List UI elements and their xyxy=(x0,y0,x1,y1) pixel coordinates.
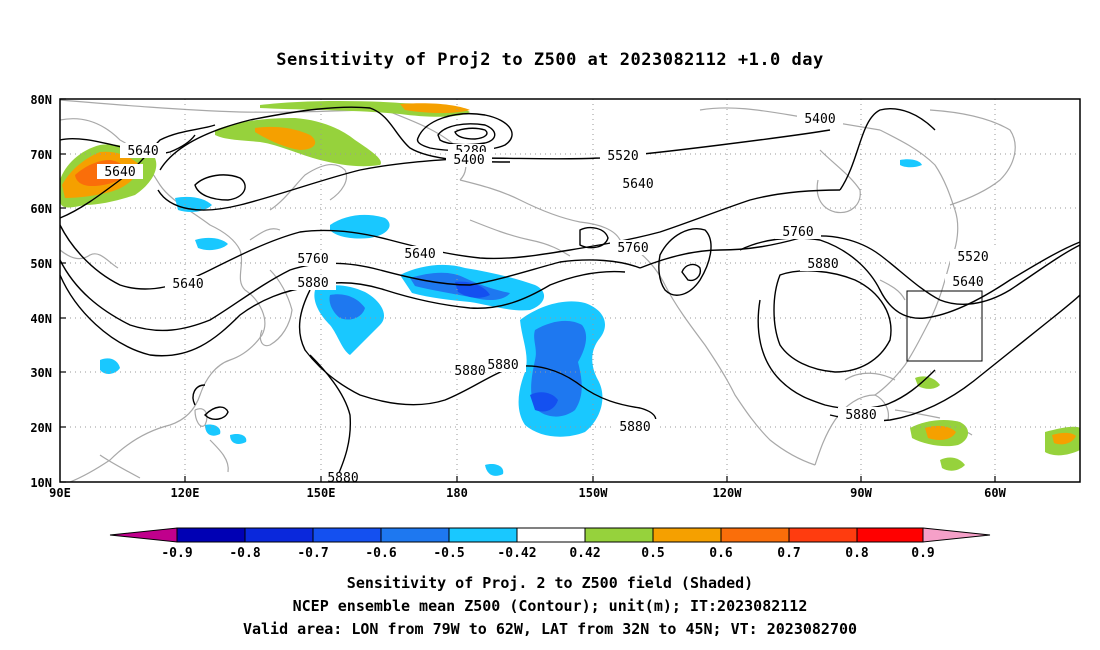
lon-label: 90E xyxy=(49,486,71,500)
lon-label: 90W xyxy=(850,486,872,500)
contour-label: 5520 xyxy=(957,250,988,265)
caption-line-1: Sensitivity of Proj. 2 to Z500 field (Sh… xyxy=(346,574,754,592)
caption-line-2: NCEP ensemble mean Z500 (Contour); unit(… xyxy=(292,597,808,615)
lat-label: 10N xyxy=(30,476,52,490)
colorbar-label: -0.5 xyxy=(433,546,464,561)
colorbar: -0.9 -0.8 -0.7 -0.6 -0.5 -0.42 0.42 0.5 … xyxy=(109,527,991,561)
contour-label: 5880 xyxy=(327,471,358,486)
plot-frame xyxy=(59,98,1081,483)
colorbar-segment xyxy=(516,527,586,543)
lon-label: 120W xyxy=(713,486,743,500)
lon-label: 150E xyxy=(307,486,336,500)
contour-label: 5880 xyxy=(807,257,838,272)
contour-label: 5640 xyxy=(127,144,158,159)
colorbar-segment xyxy=(448,527,518,543)
colorbar-segment xyxy=(788,527,858,543)
colorbar-segment xyxy=(380,527,450,543)
colorbar-label: -0.9 xyxy=(161,546,192,561)
colorbar-segment xyxy=(720,527,790,543)
colorbar-label: 0.5 xyxy=(641,546,664,561)
colorbar-label: -0.8 xyxy=(229,546,260,561)
lat-label: 40N xyxy=(30,312,52,326)
lon-label: 150W xyxy=(579,486,609,500)
colorbar-label: 0.8 xyxy=(845,546,869,561)
colorbar-label: 0.6 xyxy=(709,546,733,561)
contour-label: 5640 xyxy=(952,275,983,290)
colorbar-label: -0.6 xyxy=(365,546,396,561)
colorbar-segment xyxy=(856,527,924,543)
contour-label: 5640 xyxy=(404,247,435,262)
contour-label: 5760 xyxy=(782,225,813,240)
lat-labels: 80N 70N 60N 50N 40N 30N 20N 10N xyxy=(30,93,52,490)
lat-label: 20N xyxy=(30,421,52,435)
contour-label: 5760 xyxy=(617,241,648,256)
sensitivity-shading xyxy=(60,100,1080,476)
lat-label: 30N xyxy=(30,366,52,380)
colorbar-label: -0.7 xyxy=(297,546,328,561)
contour-labels: 5640 5640 5280 5400 5520 5640 5400 5760 … xyxy=(97,111,996,486)
valid-area-box xyxy=(906,290,983,362)
lon-label: 60W xyxy=(984,486,1006,500)
chart-title: Sensitivity of Proj2 to Z500 at 20230821… xyxy=(276,50,824,70)
colorbar-label: -0.42 xyxy=(497,546,536,561)
contour-label: 5520 xyxy=(607,149,638,164)
colorbar-segment xyxy=(584,527,654,543)
contour-label: 5400 xyxy=(453,153,484,168)
contour-label: 5880 xyxy=(487,358,518,373)
contour-label: 5880 xyxy=(619,420,650,435)
contour-label: 5640 xyxy=(104,165,135,180)
lon-labels: 90E 120E 150E 180 150W 120W 90W 60W xyxy=(49,486,1006,500)
lat-label: 60N xyxy=(30,202,52,216)
tick-marks xyxy=(60,98,996,483)
lon-label: 120E xyxy=(171,486,200,500)
caption-line-3: Valid area: LON from 79W to 62W, LAT fro… xyxy=(242,620,858,638)
colorbar-label: 0.9 xyxy=(911,546,934,561)
contour-label: 5640 xyxy=(622,177,653,192)
contour-label: 5760 xyxy=(297,252,328,267)
contour-label: 5640 xyxy=(172,277,203,292)
grid-lines xyxy=(60,99,1080,482)
contour-label: 5400 xyxy=(804,112,835,127)
lon-label: 180 xyxy=(446,486,468,500)
colorbar-segment xyxy=(244,527,314,543)
lat-label: 50N xyxy=(30,257,52,271)
lat-label: 70N xyxy=(30,148,52,162)
colorbar-left-triangle xyxy=(109,527,178,543)
contour-label: 5880 xyxy=(454,364,485,379)
colorbar-segment xyxy=(176,527,246,543)
colorbar-segment xyxy=(312,527,382,543)
contour-label: 5880 xyxy=(845,408,876,423)
lat-label: 80N xyxy=(30,93,52,107)
colorbar-label: 0.42 xyxy=(569,546,600,561)
contour-label: 5880 xyxy=(297,276,328,291)
colorbar-segment xyxy=(652,527,722,543)
colorbar-label: 0.7 xyxy=(777,546,800,561)
colorbar-right-triangle xyxy=(922,527,991,543)
